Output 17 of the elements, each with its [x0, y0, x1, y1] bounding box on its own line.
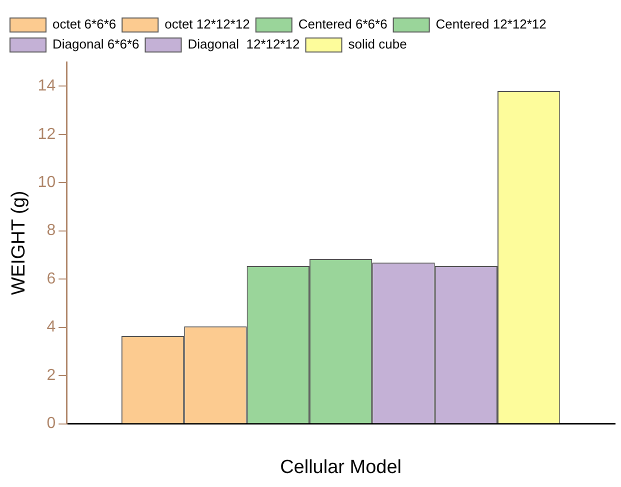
- y-tick-label: 10: [38, 174, 56, 192]
- y-tick-label: 4: [46, 318, 56, 336]
- y-axis-title: WEIGHT (g): [8, 190, 30, 295]
- legend-label: Diagonal 12*12*12: [188, 36, 300, 52]
- y-tick-label: 2: [46, 366, 56, 384]
- legend-label: Centered 6*6*6: [298, 16, 388, 32]
- x-axis-title: Cellular Model: [280, 456, 402, 478]
- legend-label: Diagonal 6*6*6: [52, 36, 140, 52]
- legend-label: Centered 12*12*12: [436, 16, 546, 32]
- y-tick-label: 0: [46, 415, 56, 432]
- legend-label: octet 6*6*6: [52, 16, 116, 32]
- y-tick-label: 14: [38, 78, 56, 95]
- y-tick-label: 8: [46, 222, 56, 240]
- y-tick-label: 12: [38, 126, 56, 143]
- y-tick-label: 6: [46, 270, 56, 288]
- legend-label: solid cube: [348, 36, 407, 52]
- legend-label: octet 12*12*12: [164, 16, 250, 32]
